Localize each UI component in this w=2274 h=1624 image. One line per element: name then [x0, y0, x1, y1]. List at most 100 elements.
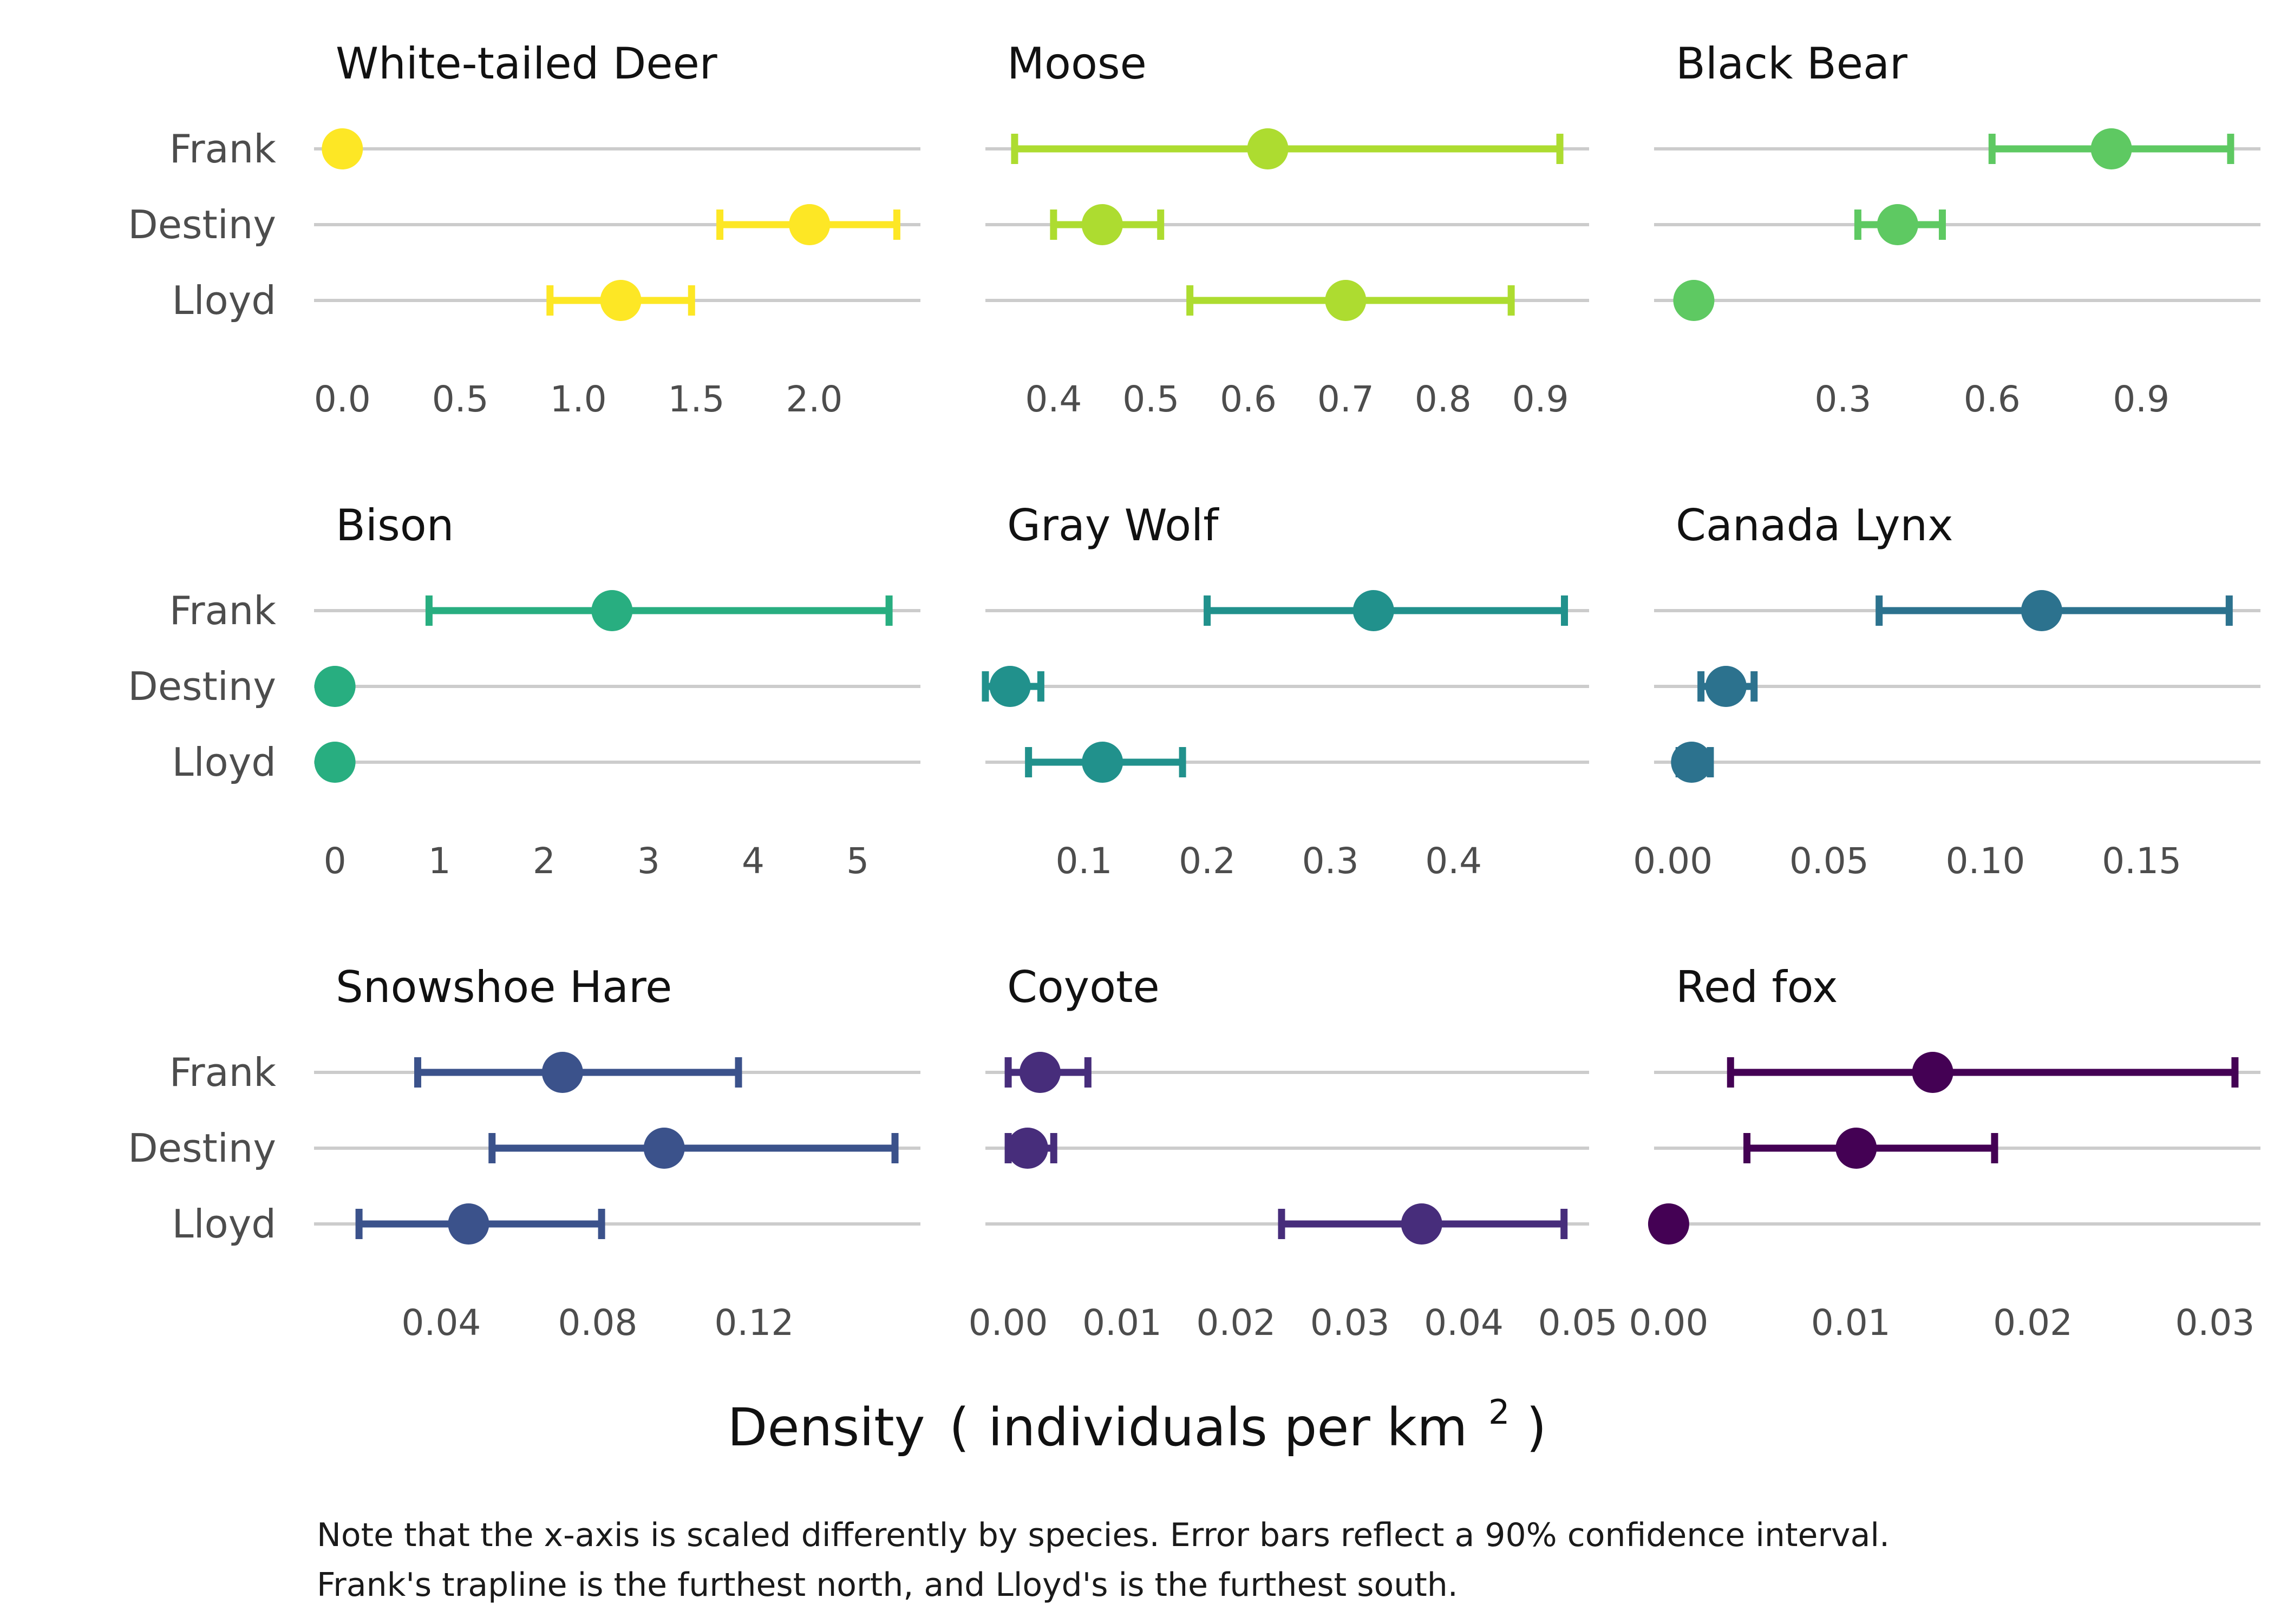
panel-title: Gray Wolf [1007, 500, 1219, 551]
estimate-point-destiny [1705, 666, 1747, 707]
panel-title: Coyote [1007, 962, 1160, 1012]
x-tick-label: 0.02 [1993, 1302, 2073, 1344]
x-tick-label: 1.5 [668, 378, 725, 420]
estimate-point-lloyd [600, 280, 642, 321]
caption-line-2: Frank's trapline is the furthest north, … [317, 1566, 1458, 1604]
x-tick-label: 0.3 [1814, 378, 1871, 420]
x-tick-label: 0.2 [1179, 840, 1236, 882]
estimate-point-destiny [989, 666, 1031, 707]
estimate-point-destiny [643, 1128, 685, 1169]
row-label-frank: Frank [169, 1050, 277, 1095]
x-tick-label: 0 [324, 840, 347, 882]
panel-title: Snowshoe Hare [336, 962, 672, 1012]
panel-title: White-tailed Deer [336, 38, 717, 89]
row-label-destiny: Destiny [128, 202, 276, 247]
x-tick-label: 0.00 [1629, 1302, 1708, 1344]
x-tick-label: 0.5 [1122, 378, 1179, 420]
panel-moose: Moose 0.4 0.5 0.6 0.7 0.8 0.9 [985, 38, 1589, 420]
panel-coyote: Coyote 0.00 0.01 0.02 0.03 0.04 0.05 [969, 962, 1618, 1344]
row-label-lloyd: Lloyd [172, 278, 276, 323]
x-tick-label: 0.00 [1633, 840, 1713, 882]
x-tick-label: 0.01 [1811, 1302, 1891, 1344]
row-label-destiny: Destiny [128, 664, 276, 709]
estimate-point-frank [322, 128, 363, 169]
x-axis-title-paren-open: ( [949, 1397, 969, 1458]
estimate-point-lloyd [314, 742, 356, 783]
x-axis-title: Density ( individuals per km 2 ) [728, 1376, 1547, 1458]
estimate-point-frank [1247, 128, 1289, 169]
panel-snowshoe-hare: Snowshoe Hare Frank Destiny Lloyd 0.04 0.08 0.… [128, 962, 920, 1344]
estimate-point-lloyd [1401, 1203, 1442, 1245]
x-tick-label: 0.08 [558, 1302, 637, 1344]
estimate-point-frank [2021, 590, 2062, 631]
panel-title: Bison [336, 500, 454, 551]
x-tick-label: 4 [742, 840, 764, 882]
x-tick-label: 5 [846, 840, 869, 882]
x-tick-label: 0.4 [1025, 378, 1082, 420]
estimate-point-destiny [1081, 204, 1123, 245]
x-axis-title-main: Density [728, 1397, 925, 1458]
x-tick-label: 0.9 [2113, 378, 2170, 420]
estimate-point-lloyd [448, 1203, 489, 1245]
x-tick-label: 3 [637, 840, 660, 882]
x-tick-label: 0.00 [969, 1302, 1048, 1344]
facet-panels: White-tailed Deer Frank Destiny Lloyd 0.0 0.5… [128, 38, 2260, 1344]
x-tick-label: 0.6 [1964, 378, 2021, 420]
estimate-point-frank [591, 590, 633, 631]
x-tick-label: 0.03 [2175, 1302, 2255, 1344]
x-axis-title-paren-close: ) [1526, 1397, 1546, 1458]
x-tick-label: 0.05 [1538, 1302, 1617, 1344]
estimate-point-destiny [789, 204, 831, 245]
estimate-point-destiny [314, 666, 356, 707]
x-tick-label: 2 [533, 840, 556, 882]
x-tick-label: 0.02 [1196, 1302, 1276, 1344]
x-tick-label: 2.0 [786, 378, 842, 420]
x-tick-label: 0.04 [401, 1302, 481, 1344]
x-axis-title-superscript: 2 [1488, 1392, 1510, 1432]
panel-gray-wolf: Gray Wolf 0.1 0.2 0.3 0.4 [982, 500, 1589, 882]
caption-note: Note that the x-axis is scaled different… [317, 1510, 2212, 1610]
panel-title: Black Bear [1676, 38, 1907, 89]
caption-line-1: Note that the x-axis is scaled different… [317, 1516, 1890, 1554]
panel-title: Moose [1007, 38, 1147, 89]
x-tick-label: 0.3 [1302, 840, 1359, 882]
row-label-destiny: Destiny [128, 1125, 276, 1171]
x-tick-label: 0.01 [1082, 1302, 1162, 1344]
estimate-point-lloyd [1082, 742, 1123, 783]
estimate-point-frank [1352, 590, 1394, 631]
x-tick-label: 0.4 [1425, 840, 1482, 882]
x-tick-label: 0.1 [1056, 840, 1113, 882]
x-tick-label: 0.10 [1945, 840, 2025, 882]
estimate-point-lloyd [1671, 742, 1713, 783]
x-tick-label: 0.12 [714, 1302, 794, 1344]
estimate-point-lloyd [1325, 280, 1367, 321]
panel-red-fox: Red fox 0.00 0.01 0.02 0.03 [1629, 962, 2260, 1344]
panel-white-tailed-deer: White-tailed Deer Frank Destiny Lloyd 0.0 0.5… [128, 38, 920, 420]
panel-black-bear: Black Bear 0.3 0.6 0.9 [1654, 38, 2260, 420]
panel-canada-lynx: Canada Lynx 0.00 0.05 0.10 0.15 [1633, 500, 2260, 882]
x-tick-label: 0.7 [1317, 378, 1374, 420]
x-tick-label: 0.03 [1310, 1302, 1390, 1344]
estimate-point-lloyd [1673, 280, 1715, 321]
x-tick-label: 0.15 [2102, 840, 2181, 882]
panel-bison: Bison Frank Destiny Lloyd 0 1 2 3 4 5 [128, 500, 920, 882]
x-tick-label: 0.9 [1512, 378, 1569, 420]
row-label-frank: Frank [169, 126, 277, 172]
x-tick-label: 0.6 [1220, 378, 1277, 420]
x-tick-label: 0.5 [432, 378, 489, 420]
estimate-point-destiny [1835, 1128, 1877, 1169]
estimate-point-frank [541, 1052, 583, 1093]
row-label-lloyd: Lloyd [172, 1201, 276, 1247]
x-tick-label: 1 [428, 840, 451, 882]
x-tick-label: 0.04 [1424, 1302, 1504, 1344]
x-axis-title-text: individuals per km [988, 1397, 1468, 1458]
x-tick-label: 0.0 [314, 378, 371, 420]
estimate-point-frank [2090, 128, 2132, 169]
panel-title: Red fox [1676, 962, 1838, 1012]
estimate-point-destiny [1007, 1128, 1048, 1169]
estimate-point-frank [1019, 1052, 1061, 1093]
x-tick-label: 0.05 [1789, 840, 1869, 882]
row-label-frank: Frank [169, 588, 277, 633]
estimate-point-destiny [1877, 204, 1918, 245]
